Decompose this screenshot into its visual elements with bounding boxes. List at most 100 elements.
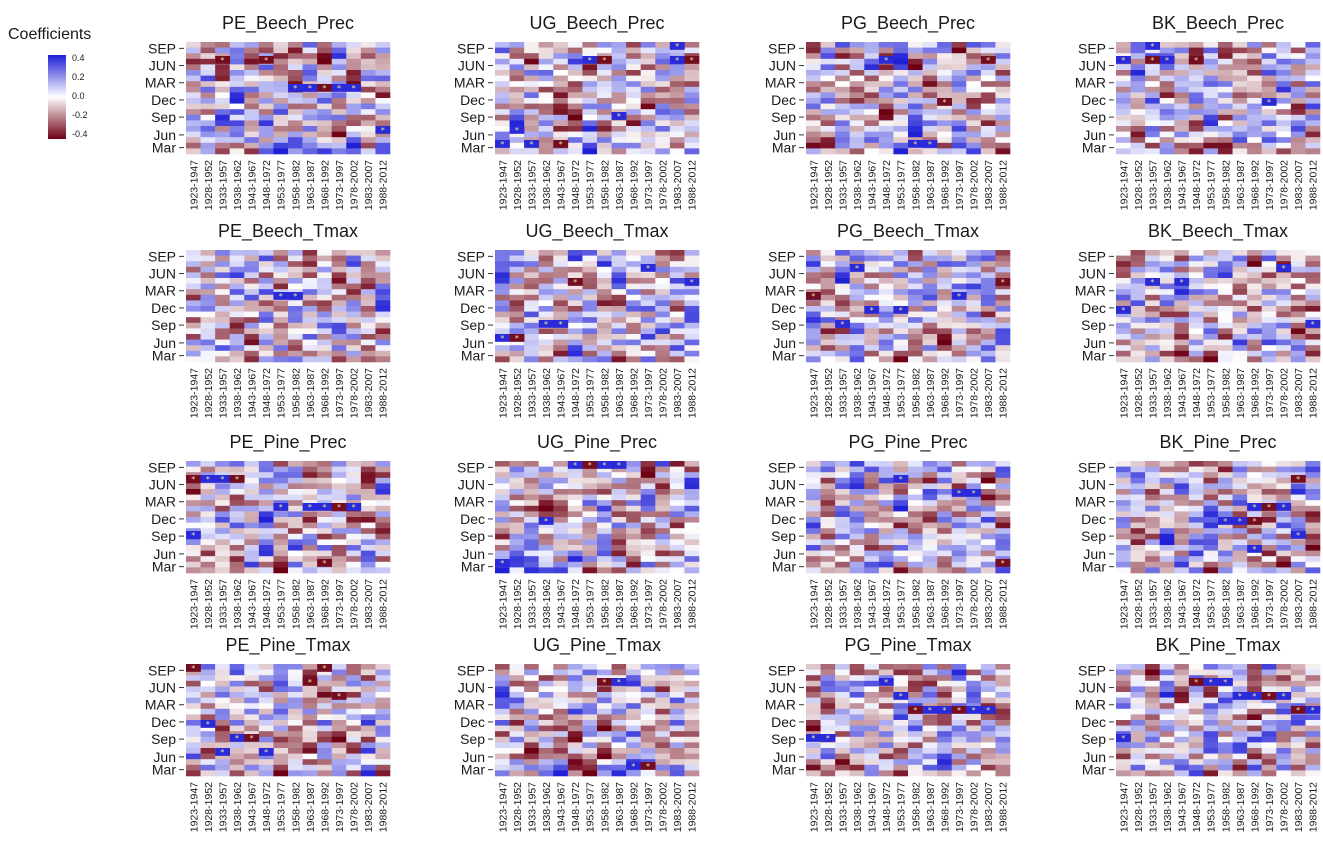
heatmap-cell [1174,562,1189,568]
heatmap-cell [850,500,865,506]
heatmap-cell [1131,340,1146,346]
heatmap-cell [1233,334,1248,340]
heatmap-cell [273,356,288,362]
heatmap-cell [303,709,318,715]
heatmap-cell [568,115,583,121]
heatmap-cell [684,686,699,692]
heatmap-cell [806,334,821,340]
x-tick-label: 1938-1962 [541,782,553,832]
heatmap-cell [259,765,274,771]
y-tick-label: MAR [765,494,796,510]
heatmap-cell [1203,59,1218,65]
heatmap-cell [524,289,539,295]
heatmap-cell [612,351,627,357]
heatmap-cell [612,284,627,290]
heatmap-cell [908,556,923,562]
heatmap-cell [244,328,259,334]
heatmap-cell [1145,81,1160,87]
heatmap-cell [1218,489,1233,495]
heatmap-cell [375,489,390,495]
heatmap-cell [375,53,390,59]
heatmap-cell [553,686,568,692]
heatmap-cell [568,742,583,748]
heatmap-cell [1233,143,1248,149]
heatmap-cell [995,675,1010,681]
heatmap-cell [1262,132,1277,138]
heatmap-cell [1160,81,1175,87]
heatmap-cell [952,92,967,98]
x-tick-label: 1978-2002 [349,579,361,629]
heatmap-cell [524,737,539,743]
heatmap-cell [1276,306,1291,312]
heatmap-cell [510,295,525,301]
heatmap-cell [332,120,347,126]
heatmap-cell [524,267,539,273]
heatmap-cell [806,528,821,534]
significance-star: * [559,140,563,149]
heatmap-cell [821,351,836,357]
heatmap-cell [259,70,274,76]
heatmap-cell [582,104,597,110]
x-tick-label: 1988-2012 [998,579,1010,629]
heatmap-cell [375,87,390,93]
heatmap-cell [1189,472,1204,478]
x-tick-label: 1928-1952 [512,579,524,629]
heatmap-cell [952,562,967,568]
heatmap-cell [923,511,938,517]
heatmap-cell [879,256,894,262]
heatmap-cell [303,551,318,557]
heatmap-cell [1218,59,1233,65]
heatmap-cell [821,143,836,149]
heatmap-cell [510,692,525,698]
heatmap-cell [1116,681,1131,687]
heatmap-cell [1233,340,1248,346]
heatmap-cell [273,92,288,98]
heatmap-cell [539,42,554,48]
heatmap-cell [923,489,938,495]
heatmap-cell [908,334,923,340]
heatmap-cell [288,692,303,698]
heatmap-cell [288,495,303,501]
heatmap-cell [288,539,303,545]
heatmap-cell [1247,115,1262,121]
heatmap-cell [981,98,996,104]
heatmap-cell [1131,64,1146,70]
heatmap-cell [835,506,850,512]
heatmap-cell [981,534,996,540]
heatmap-cell [966,726,981,732]
heatmap-cell [568,517,583,523]
heatmap-cell [215,109,230,115]
heatmap-cell [303,143,318,149]
heatmap-cell [1145,737,1160,743]
heatmap-cell [1131,59,1146,65]
heatmap-cell [495,53,510,59]
significance-star: * [1180,278,1184,287]
heatmap-cell [539,742,554,748]
y-tick-label: Mar [772,348,796,364]
heatmap-cell [1131,137,1146,143]
heatmap-cell [597,567,612,573]
significance-star: * [986,706,990,715]
heatmap-cell [361,132,376,138]
heatmap-cell [215,523,230,529]
heatmap-cell [553,351,568,357]
heatmap-cell [539,295,554,301]
heatmap-cell [670,284,685,290]
heatmap-cell [303,104,318,110]
heatmap-cell [612,306,627,312]
heatmap-cell [582,528,597,534]
heatmap-cell [1233,42,1248,48]
heatmap-cell [864,76,879,82]
heatmap-cell [995,681,1010,687]
heatmap-cell [908,692,923,698]
x-tick-label: 1973-1997 [334,782,346,832]
heatmap-cell [375,250,390,256]
heatmap-cell [259,64,274,70]
heatmap-cell [1174,256,1189,262]
heatmap-cell [1160,686,1175,692]
heatmap-cell [995,686,1010,692]
heatmap-cell [1145,523,1160,529]
heatmap-cell [510,545,525,551]
